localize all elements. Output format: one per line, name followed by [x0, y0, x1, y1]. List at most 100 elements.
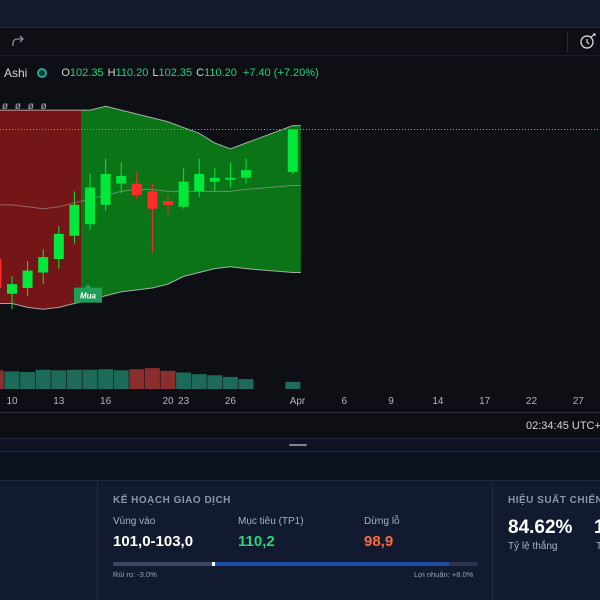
panel-column-divider — [492, 480, 493, 600]
info-panel — [0, 480, 600, 600]
candle-body[interactable] — [7, 284, 17, 294]
candle-body[interactable] — [0, 259, 2, 288]
stop-loss-value: 98,9 — [364, 533, 394, 550]
candle-body[interactable] — [163, 201, 173, 205]
open-label: O — [61, 67, 70, 79]
upper-band-line — [0, 105, 301, 150]
target-value: 110,2 — [238, 533, 275, 550]
candle-body[interactable] — [241, 170, 251, 178]
low-label: L — [152, 67, 159, 79]
time-axis-label: 17 — [479, 396, 491, 407]
time-axis-label: 14 — [432, 396, 444, 407]
second-metric-value: 1 — [594, 517, 600, 538]
candle-body[interactable] — [209, 177, 220, 182]
time-axis-label: 9 — [388, 396, 394, 407]
pane-divider[interactable] — [0, 438, 600, 452]
volume-bar — [160, 370, 176, 389]
candle-body[interactable] — [116, 175, 127, 184]
volume-bar — [191, 374, 207, 389]
buy-signal-label[interactable]: Mua — [80, 292, 97, 301]
time-axis-bar[interactable] — [0, 412, 600, 438]
time-axis-label: Apr — [290, 396, 306, 407]
volume-bar — [51, 370, 67, 389]
volume-bar — [98, 369, 114, 389]
profit-text: Lợi nhuận: +8.0% — [414, 570, 474, 579]
clock-label[interactable]: 02:34:45 UTC+7 — [526, 420, 600, 432]
resize-handle[interactable] — [289, 444, 307, 446]
second-metric-label: T — [596, 541, 600, 552]
middle-band-line — [0, 185, 301, 210]
buy-signal-badge[interactable] — [74, 283, 102, 303]
time-axis-label: 22 — [526, 396, 538, 407]
reward-segment — [212, 562, 449, 566]
volume-bar — [0, 370, 4, 389]
volume-bar — [144, 368, 160, 389]
close-label: C — [196, 67, 205, 79]
candlestick-chart[interactable]: Mua 10 13 16 20 23 26 Apr 6 9 14 17 22 27 — [0, 56, 600, 438]
open-value: 102.35 — [69, 67, 104, 79]
target-label: Mục tiêu (TP1) — [238, 516, 304, 527]
risk-segment — [113, 562, 213, 566]
symbol-label[interactable]: Ashi — [4, 66, 28, 80]
time-axis-label: 23 — [178, 396, 190, 407]
candle-body[interactable] — [100, 173, 111, 205]
time-axis-label: 6 — [341, 396, 347, 407]
performance-title: HIỆU SUẤT CHIẾN L — [508, 495, 600, 506]
bullish-zone — [81, 106, 301, 300]
redo-icon[interactable] — [10, 34, 26, 50]
win-rate-value: 84.62% — [508, 517, 573, 538]
close-value: 110.20 — [204, 67, 237, 79]
candle-body[interactable] — [147, 191, 158, 209]
ohlc-legend: Ashi O 102.35 H 110.20 L 102.35 C 110.20 +7.… — [4, 66, 319, 80]
candle-body[interactable] — [85, 187, 95, 225]
candle-body[interactable] — [287, 129, 298, 172]
snapshot-icon[interactable] — [578, 32, 598, 52]
candle-body[interactable] — [38, 257, 49, 273]
volume-bar — [129, 369, 145, 389]
chart-toolbar — [0, 28, 600, 56]
stop-loss-label: Dừng lỗ — [364, 516, 400, 527]
time-axis-label: 27 — [573, 396, 585, 407]
candle-body[interactable] — [131, 183, 142, 196]
high-value: 110.20 — [115, 67, 149, 79]
market-status-icon — [37, 68, 48, 78]
candle-body[interactable] — [69, 204, 80, 236]
time-axis-label: 26 — [225, 396, 237, 407]
time-axis-label: 13 — [53, 396, 65, 407]
change-value: +7.40 (+7.20%) — [242, 67, 319, 79]
volume-bar — [20, 371, 36, 389]
volume-bar — [82, 369, 98, 389]
volume-bar — [176, 372, 192, 389]
entry-marker — [211, 562, 215, 566]
trade-plan-title: KẾ HOẠCH GIAO DỊCH — [113, 495, 231, 506]
entry-zone-label: Vùng vào — [113, 516, 156, 527]
entry-zone-value: 101,0-103,0 — [113, 533, 194, 550]
volume-bar — [222, 376, 238, 389]
low-value: 102.35 — [158, 67, 193, 79]
panel-column-divider — [97, 480, 98, 600]
volume-bar — [35, 369, 51, 389]
candle-body[interactable] — [22, 270, 33, 288]
time-axis-label: 10 — [6, 396, 18, 407]
top-header-bar — [0, 0, 600, 28]
indicator-values: ø ø ø ø — [2, 101, 49, 112]
panel-gap — [0, 452, 600, 480]
time-axis-label: 20 — [162, 396, 174, 407]
candle-body[interactable] — [194, 173, 205, 192]
toolbar-separator — [567, 32, 568, 52]
high-label: H — [107, 67, 116, 79]
candle-body[interactable] — [225, 177, 236, 180]
volume-bar — [207, 375, 223, 389]
volume-bar — [285, 381, 301, 389]
candle-body[interactable] — [53, 233, 64, 259]
volume-bar — [66, 369, 82, 389]
volume-bar — [4, 371, 20, 389]
volume-bar — [238, 379, 254, 389]
bearish-zone — [0, 110, 84, 310]
lower-band-line — [0, 266, 301, 310]
risk-reward-bar — [113, 562, 478, 566]
candle-body[interactable] — [178, 181, 189, 207]
volume-bar — [113, 370, 129, 389]
win-rate-label: Tỷ lệ thắng — [508, 541, 558, 552]
